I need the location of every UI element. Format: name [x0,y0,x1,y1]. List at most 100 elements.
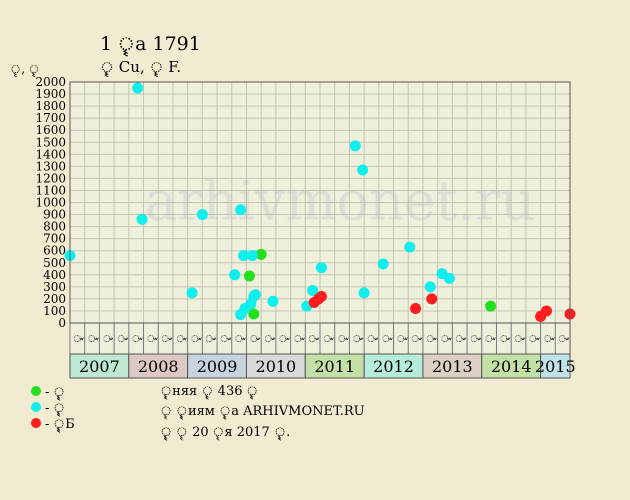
year-cell [481,353,542,379]
year-label: 2010 [256,357,297,376]
y-tick-label: 1900 [35,87,66,101]
quarter-label: ৄৄ [146,334,157,343]
year-cell [363,353,424,379]
quarter-label: ৄৄ [131,334,142,343]
legend: - ৄৄৄ - ৄৄৄ - ৄৄৄৄৄБ [31,385,75,432]
legend-label-series-3: - ৄৄৄৄৄБ [45,417,75,432]
year-label: 2014 [491,357,532,376]
year-label: 2009 [197,357,238,376]
year-cell [128,353,189,379]
quarter-label: ৄৄ [278,334,289,343]
y-tick-labels: 0100200300400500600700800900100011001200… [35,75,66,330]
y-tick-label: 1700 [35,111,66,125]
data-point-series-2 [349,140,361,152]
quarter-label: ৄৄ [161,334,172,343]
data-point-series-2 [229,269,241,281]
year-label: 2012 [373,357,414,376]
chart-title: 1 ৄৄৄа 1791 [100,33,201,56]
quarter-label: ৄৄ [411,334,422,343]
quarter-label: ৄৄ [381,334,392,343]
y-tick-label: 2000 [35,75,66,89]
quarter-label: ৄৄ [337,334,348,343]
y-tick-label: 1600 [35,123,66,137]
data-point-series-1 [255,248,267,260]
y-tick-label: 200 [43,292,66,306]
quarter-label: ৄৄ [352,334,363,343]
data-point-series-3 [410,303,422,315]
quarter-label: ৄৄ [87,334,98,343]
data-point-series-2 [443,272,455,284]
year-label: 2011 [314,357,355,376]
data-point-series-2 [267,295,279,307]
y-tick-label: 700 [43,232,66,246]
data-point-series-2 [377,258,389,270]
y-axis-label: ৄৄ, ৄৄ [10,62,40,77]
quarter-label: ৄৄ [102,334,113,343]
quarter-label: ৄৄ [558,334,569,343]
quarter-label: ৄৄ [219,334,230,343]
y-tick-label: 1100 [35,183,66,197]
y-tick-label: 300 [43,280,66,294]
data-point-series-1 [243,270,255,282]
quarter-label: ৄৄ [205,334,216,343]
data-point-series-2 [307,284,319,296]
year-cell [304,353,365,379]
quarter-label: ৄৄ [543,334,554,343]
data-point-series-2 [196,209,208,221]
watermark: arhivmonet.ru [145,169,535,232]
legend-marker-series-2 [31,402,41,412]
plot-border [69,81,571,324]
data-point-series-2 [132,82,144,94]
y-tick-label: 600 [43,244,66,258]
y-tick-label: 1000 [35,196,66,210]
quarter-label: ৄৄ [469,334,480,343]
quarter-label: ৄৄ [249,334,260,343]
data-point-series-2 [404,241,416,253]
data-point-series-2 [357,164,369,176]
year-label: 2008 [138,357,179,376]
year-label: 2015 [535,357,576,376]
data-point-series-3 [540,305,552,317]
y-tick-label: 0 [58,316,66,330]
data-point-series-2 [249,289,261,301]
y-tick-label: 100 [43,304,66,318]
quarter-label: ৄৄ [514,334,525,343]
data-point-series-2 [235,204,247,216]
y-tick-label: 1300 [35,159,66,173]
legend-label-series-1: - ৄৄৄ [45,385,65,400]
quarter-label: ৄৄ [366,334,377,343]
data-point-series-1 [248,308,260,320]
year-cell [540,353,571,379]
quarter-label: ৄৄ [175,334,186,343]
quarter-label: ৄৄ [190,334,201,343]
quarter-label: ৄৄ [499,334,510,343]
data-point-series-2 [358,287,370,299]
year-label: 2007 [79,357,120,376]
quarter-label: ৄৄ [440,334,451,343]
y-tick-label: 900 [43,208,66,222]
quarter-label: ৄৄ [322,334,333,343]
data-point-series-2 [424,281,436,293]
quarter-label: ৄৄ [396,334,407,343]
quarter-label: ৄৄ [455,334,466,343]
data-point-series-2 [238,250,250,262]
quarter-label: ৄৄ [72,334,83,343]
quarter-label: ৄৄ [308,334,319,343]
data-point-series-1 [485,300,497,312]
data-point-series-3 [426,293,438,305]
y-tick-label: 1500 [35,135,66,149]
chart-subtitle: ৄৄৄ Cu, ৄৄৄ F. [100,58,181,77]
quarter-label: ৄৄ [293,334,304,343]
y-tick-label: 800 [43,220,66,234]
note-date: ৄৄৄ ৄ 20 ৄя 2017 ৄৄ. [160,425,290,440]
note-source: ৄ ৄৄৄиям ৄৄа ARHIVMONET.RU [160,404,365,419]
year-label: 2013 [432,357,473,376]
legend-label-series-2: - ৄৄৄ [45,401,65,416]
year-cell [69,353,130,379]
legend-marker-series-3 [31,418,41,428]
y-tick-label: 1800 [35,99,66,113]
quarter-label: ৄৄ [484,334,495,343]
y-tick-label: 1400 [35,147,66,161]
data-point-series-2 [136,213,148,225]
